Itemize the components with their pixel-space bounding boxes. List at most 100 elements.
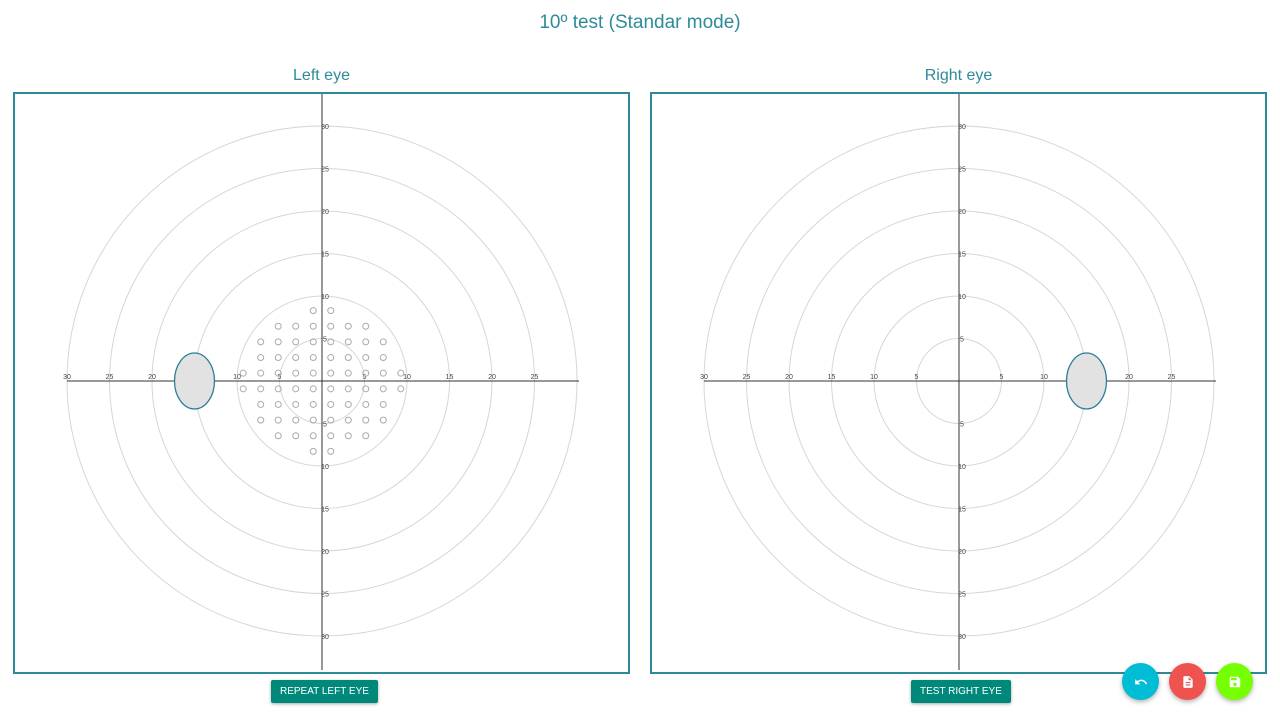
left-eye-test-point [379, 354, 387, 362]
right-eye-y-tick-label: 5 [960, 422, 964, 429]
left-eye-x-tick-label: 5 [363, 374, 367, 381]
left-eye-test-point [362, 432, 370, 440]
left-eye-test-point [379, 338, 387, 346]
right-eye-x-tick-label: 10 [1040, 374, 1048, 381]
right-eye-x-tick-label: 30 [700, 374, 708, 381]
left-eye-test-point [309, 416, 317, 424]
left-eye-test-point [344, 400, 352, 408]
right-eye-x-tick-label: 20 [1125, 374, 1133, 381]
right-eye-x-tick-label: 5 [1000, 374, 1004, 381]
left-eye-test-point [362, 369, 370, 377]
left-eye-test-point [292, 432, 300, 440]
left-eye-test-point [274, 385, 282, 393]
left-eye-test-point [362, 322, 370, 330]
left-eye-test-point [379, 416, 387, 424]
left-eye-test-point [327, 369, 335, 377]
left-eye-y-tick-label: 5 [323, 422, 327, 429]
left-eye-x-tick-label: 30 [63, 374, 71, 381]
repeat-left-eye-button[interactable]: REPEAT LEFT EYE [271, 680, 378, 703]
left-eye-y-tick-label: 25 [321, 167, 329, 174]
left-eye-test-point [309, 447, 317, 455]
left-eye-chart: 3025201510551015202530252015105510152025… [13, 92, 630, 674]
left-eye-test-point [362, 416, 370, 424]
left-eye-test-point [292, 416, 300, 424]
right-eye-title: Right eye [924, 67, 993, 84]
right-eye-y-tick-label: 10 [958, 294, 966, 301]
left-eye-chart-svg: 3025201510551015202530252015105510152025… [63, 94, 579, 670]
left-eye-test-point [274, 354, 282, 362]
left-eye-test-point [379, 369, 387, 377]
left-eye-test-point [397, 369, 405, 377]
left-eye-x-tick-label: 25 [531, 374, 539, 381]
right-eye-y-tick-label: 30 [958, 634, 966, 641]
left-eye-test-point [362, 354, 370, 362]
report-button[interactable] [1169, 663, 1206, 700]
right-eye-y-tick-label: 10 [958, 464, 966, 471]
left-eye-test-point [344, 322, 352, 330]
left-eye-test-point [362, 338, 370, 346]
left-eye-test-point [292, 369, 300, 377]
left-eye-test-point [274, 369, 282, 377]
left-eye-y-tick-label: 10 [321, 464, 329, 471]
left-eye-test-point [344, 385, 352, 393]
right-eye-y-tick-label: 25 [958, 592, 966, 599]
right-eye-y-tick-label: 20 [958, 549, 966, 556]
right-eye-x-tick-label: 25 [1168, 374, 1176, 381]
left-eye-test-point [257, 369, 265, 377]
undo-button[interactable] [1122, 663, 1159, 700]
left-eye-test-point [379, 385, 387, 393]
left-eye-x-tick-label: 15 [446, 374, 454, 381]
left-eye-y-tick-label: 25 [321, 592, 329, 599]
right-eye-y-tick-label: 5 [960, 337, 964, 344]
left-eye-test-point [239, 369, 247, 377]
left-eye-test-point [344, 354, 352, 362]
left-eye-test-point [257, 385, 265, 393]
right-eye-y-tick-label: 25 [958, 167, 966, 174]
left-eye-x-tick-label: 25 [106, 374, 114, 381]
left-eye-test-point [292, 354, 300, 362]
left-eye-y-tick-label: 20 [321, 209, 329, 216]
right-eye-x-tick-label: 25 [743, 374, 751, 381]
left-eye-test-point [292, 385, 300, 393]
left-eye-test-point [397, 385, 405, 393]
right-eye-chart: 3025201510551015202530252015105510152025… [650, 92, 1267, 674]
left-eye-title: Left eye [293, 67, 350, 84]
left-eye-x-tick-label: 20 [148, 374, 156, 381]
right-eye-y-tick-label: 20 [958, 209, 966, 216]
left-eye-y-tick-label: 5 [323, 337, 327, 344]
right-eye-x-tick-label: 15 [828, 374, 836, 381]
left-eye-test-point [274, 432, 282, 440]
undo-icon [1134, 678, 1147, 684]
save-button[interactable] [1216, 663, 1253, 700]
left-eye-test-point [292, 400, 300, 408]
left-eye-test-point [309, 354, 317, 362]
left-eye-test-point [309, 338, 317, 346]
left-eye-y-tick-label: 15 [321, 507, 329, 514]
left-eye-blind-spot [173, 352, 216, 410]
left-eye-y-tick-label: 20 [321, 549, 329, 556]
left-eye-test-point [309, 432, 317, 440]
left-eye-test-point [344, 338, 352, 346]
left-eye-test-point [309, 400, 317, 408]
left-eye-x-tick-label: 10 [233, 374, 241, 381]
test-right-eye-button[interactable]: TEST RIGHT EYE [911, 680, 1011, 703]
left-eye-test-point [327, 400, 335, 408]
left-eye-test-point [257, 400, 265, 408]
left-eye-test-point [257, 354, 265, 362]
right-eye-chart-svg: 3025201510551015202530252015105510152025… [700, 94, 1216, 670]
right-eye-blind-spot [1065, 352, 1108, 410]
left-eye-x-tick-label: 10 [403, 374, 411, 381]
left-eye-test-point [309, 322, 317, 330]
left-eye-test-point [327, 322, 335, 330]
left-eye-test-point [257, 338, 265, 346]
left-eye-test-point [344, 369, 352, 377]
left-eye-test-point [362, 385, 370, 393]
left-eye-test-point [309, 307, 317, 315]
left-eye-test-point [327, 447, 335, 455]
left-eye-test-point [292, 338, 300, 346]
right-eye-y-tick-label: 15 [958, 252, 966, 259]
left-eye-test-point [327, 338, 335, 346]
left-eye-test-point [309, 385, 317, 393]
left-eye-x-tick-label: 20 [488, 374, 496, 381]
left-eye-test-point [327, 385, 335, 393]
